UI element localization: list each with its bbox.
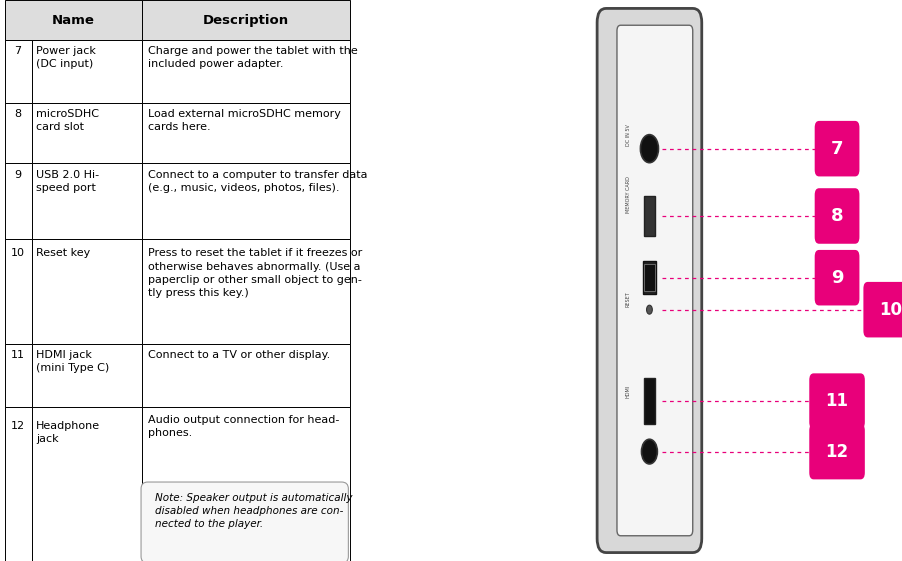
Text: 10: 10 xyxy=(879,301,902,319)
Bar xyxy=(644,196,655,236)
Bar xyxy=(32,103,143,163)
Bar xyxy=(642,261,657,294)
Text: 12: 12 xyxy=(825,443,849,461)
Text: 12: 12 xyxy=(11,421,25,431)
Text: Power jack
(DC input): Power jack (DC input) xyxy=(36,46,97,69)
Text: 7: 7 xyxy=(831,140,843,158)
FancyBboxPatch shape xyxy=(815,250,860,305)
Text: Audio output connection for head-
phones.: Audio output connection for head- phones… xyxy=(148,415,339,438)
Text: 10: 10 xyxy=(11,249,25,259)
Bar xyxy=(5,163,32,239)
Bar xyxy=(143,40,350,103)
Text: 9: 9 xyxy=(14,170,22,180)
Text: Connect to a TV or other display.: Connect to a TV or other display. xyxy=(148,350,330,360)
Text: Headphone
jack: Headphone jack xyxy=(36,421,100,444)
Text: Load external microSDHC memory
cards here.: Load external microSDHC memory cards her… xyxy=(148,109,341,132)
Text: Charge and power the tablet with the
included power adapter.: Charge and power the tablet with the inc… xyxy=(148,46,357,69)
Bar xyxy=(32,407,143,561)
Bar xyxy=(32,40,143,103)
FancyBboxPatch shape xyxy=(597,8,702,553)
Text: HDMI: HDMI xyxy=(626,385,631,398)
Bar xyxy=(5,407,32,561)
FancyBboxPatch shape xyxy=(809,424,865,479)
Text: Description: Description xyxy=(203,13,290,27)
FancyBboxPatch shape xyxy=(809,374,865,429)
Bar xyxy=(143,163,350,239)
Bar xyxy=(32,239,143,344)
Bar xyxy=(143,103,350,163)
Bar xyxy=(5,239,32,344)
Text: 8: 8 xyxy=(14,109,22,118)
Text: Reset key: Reset key xyxy=(36,249,90,259)
Bar xyxy=(644,264,655,291)
Bar xyxy=(143,0,350,40)
Bar xyxy=(5,0,143,40)
Text: Press to reset the tablet if it freezes or
otherwise behaves abnormally. (Use a
: Press to reset the tablet if it freezes … xyxy=(148,249,362,298)
Bar xyxy=(5,40,32,103)
Text: 7: 7 xyxy=(14,46,22,56)
Text: HDMI jack
(mini Type C): HDMI jack (mini Type C) xyxy=(36,350,109,373)
Text: Note: Speaker output is automatically
disabled when headphones are con-
nected t: Note: Speaker output is automatically di… xyxy=(154,493,352,529)
Text: RESET: RESET xyxy=(626,291,631,307)
Text: USB 2.0 Hi-
speed port: USB 2.0 Hi- speed port xyxy=(36,170,99,194)
Bar xyxy=(5,103,32,163)
Text: microSDHC
card slot: microSDHC card slot xyxy=(36,109,99,132)
FancyBboxPatch shape xyxy=(617,25,693,536)
Bar xyxy=(143,407,350,561)
Text: 9: 9 xyxy=(831,269,843,287)
Bar xyxy=(143,239,350,344)
FancyBboxPatch shape xyxy=(863,282,902,337)
Bar xyxy=(32,163,143,239)
Circle shape xyxy=(641,439,658,464)
FancyBboxPatch shape xyxy=(815,121,860,177)
Bar xyxy=(143,344,350,407)
Bar xyxy=(32,344,143,407)
Bar xyxy=(5,344,32,407)
Circle shape xyxy=(640,135,658,163)
Text: Connect to a computer to transfer data
(e.g., music, videos, photos, files).: Connect to a computer to transfer data (… xyxy=(148,170,367,194)
Text: 11: 11 xyxy=(11,350,25,360)
Text: DC IN 5V: DC IN 5V xyxy=(626,124,631,146)
FancyBboxPatch shape xyxy=(815,188,860,243)
FancyBboxPatch shape xyxy=(141,482,348,561)
Circle shape xyxy=(647,305,652,314)
Bar xyxy=(644,378,655,424)
Text: 8: 8 xyxy=(831,207,843,225)
Text: Name: Name xyxy=(52,13,95,27)
Text: MEMORY CARD: MEMORY CARD xyxy=(626,176,631,213)
Text: 11: 11 xyxy=(825,392,849,410)
